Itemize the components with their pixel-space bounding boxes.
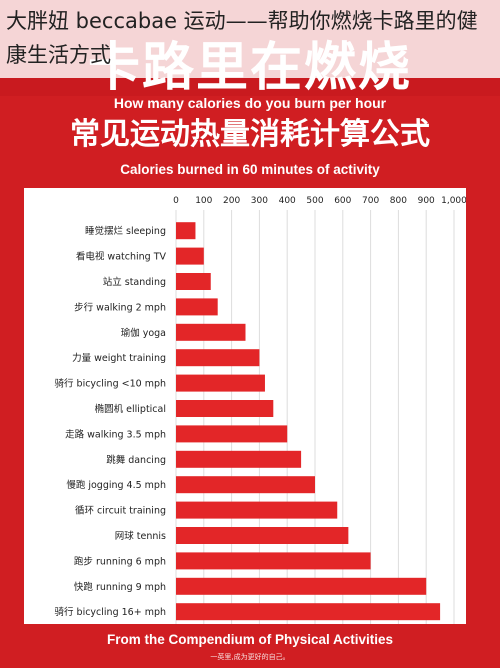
source-note: From the Compendium of Physical Activiti… bbox=[106, 632, 394, 647]
category-label: 骑行 bicycling <10 mph bbox=[55, 378, 166, 390]
caption-text: 大胖妞 beccabae 运动——帮助你燃烧卡路里的健康生活方式 bbox=[6, 9, 478, 67]
category-label: 看电视 watching TV bbox=[76, 251, 167, 263]
category-label: 站立 standing bbox=[103, 276, 166, 288]
x-tick-label: 800 bbox=[390, 196, 407, 206]
category-label: 跑步 running 6 mph bbox=[74, 555, 166, 567]
bar bbox=[176, 323, 246, 341]
x-tick-label: 100 bbox=[195, 196, 212, 206]
bar bbox=[176, 476, 315, 494]
bar-chart: 0 100 200 300 400 500 600 700 800 900 1,000 睡觉摆烂 sl… bbox=[55, 196, 466, 624]
bar bbox=[176, 577, 427, 595]
x-tick-label: 400 bbox=[279, 196, 296, 206]
subtitle-english: How many calories do you burn per hour bbox=[113, 95, 387, 111]
x-tick-label: 300 bbox=[251, 196, 268, 206]
bar bbox=[176, 552, 371, 570]
x-tick-label: 500 bbox=[306, 196, 323, 206]
category-label: 快跑 running 9 mph bbox=[74, 581, 166, 593]
bar bbox=[176, 247, 204, 265]
category-label: 慢跑 jogging 4.5 mph bbox=[66, 479, 166, 491]
bar bbox=[176, 603, 441, 621]
chart-title: 常见运动热量消耗计算公式 bbox=[70, 117, 430, 152]
chart-panel: 0 100 200 300 400 500 600 700 800 900 1,000 睡觉摆烂 sl… bbox=[24, 188, 466, 624]
bar bbox=[176, 527, 349, 544]
x-tick-label: 600 bbox=[334, 196, 351, 206]
bar bbox=[176, 425, 288, 443]
bar bbox=[176, 450, 302, 468]
x-tick-label: 200 bbox=[223, 196, 240, 206]
category-label: 步行 walking 2 mph bbox=[74, 301, 166, 313]
bar bbox=[176, 222, 196, 240]
category-label: 走路 walking 3.5 mph bbox=[65, 428, 166, 440]
footer-small-text: 一英里,成为更好的自己。 bbox=[210, 653, 290, 661]
category-label: 椭圆机 elliptical bbox=[95, 403, 166, 415]
category-label: 睡觉摆烂 sleeping bbox=[85, 225, 166, 237]
category-label: 跳舞 dancing bbox=[106, 454, 166, 466]
x-tick-label: 900 bbox=[418, 196, 435, 206]
x-tick-label: 700 bbox=[362, 196, 379, 206]
bar bbox=[176, 400, 274, 417]
category-label: 网球 tennis bbox=[115, 530, 166, 542]
bar bbox=[176, 273, 211, 290]
category-label: 骑行 bicycling 16+ mph bbox=[55, 606, 166, 618]
bar bbox=[176, 349, 260, 367]
category-label: 循环 circuit training bbox=[75, 505, 166, 517]
subtitle-english-secondary: Calories burned in 60 minutes of activit… bbox=[120, 162, 380, 177]
category-label: 力量 weight training bbox=[72, 352, 166, 364]
bar bbox=[176, 501, 338, 519]
category-label: 瑜伽 yoga bbox=[121, 327, 166, 339]
bar bbox=[176, 298, 218, 316]
bar bbox=[176, 374, 265, 392]
x-tick-label: 0 bbox=[173, 196, 179, 206]
caption-overlay bbox=[0, 0, 500, 78]
x-tick-label: 1,000 bbox=[441, 196, 466, 206]
